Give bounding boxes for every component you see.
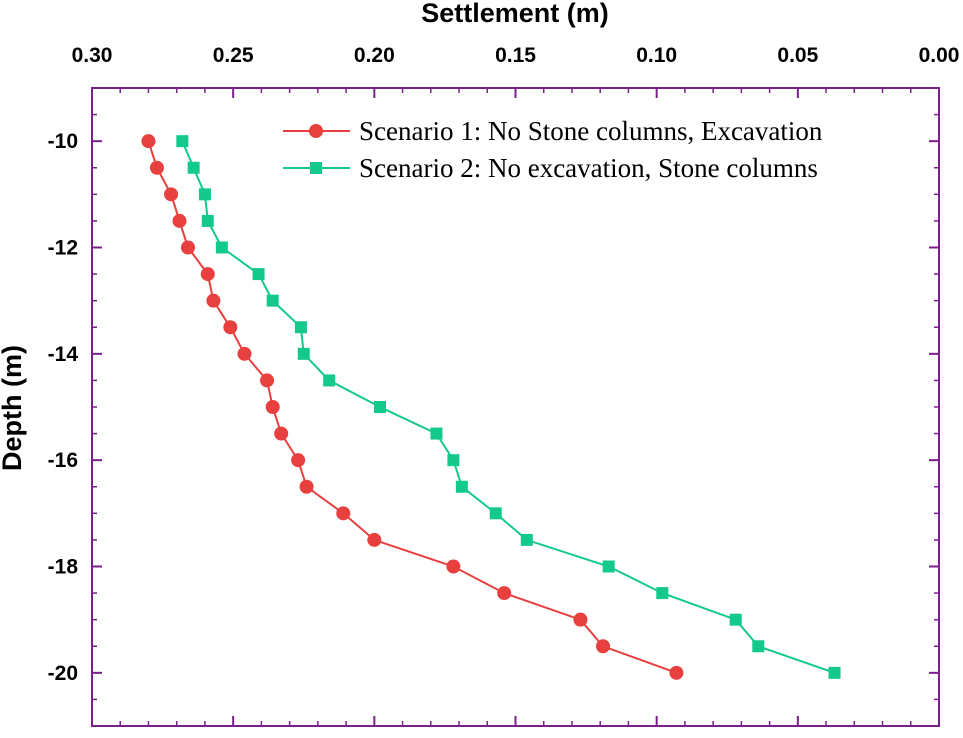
y-tick-label: -18 <box>48 556 79 579</box>
series-1-point <box>828 666 841 679</box>
series-2-point <box>274 426 289 441</box>
series-1-point <box>252 268 265 281</box>
series-2-point <box>367 532 382 547</box>
legend-square-marker <box>310 162 322 174</box>
series-2-point <box>573 612 588 627</box>
plot-frame <box>91 87 940 727</box>
series-1-point <box>215 241 228 254</box>
series-2-point <box>260 373 275 388</box>
legend-label: Scenario 1: No Stone columns, Excavation <box>359 116 823 146</box>
series-1-point <box>294 321 307 334</box>
x-axis-title: Settlement (m) <box>421 0 609 28</box>
series-1-point <box>323 374 336 387</box>
series-1-point <box>729 613 742 626</box>
data-series <box>141 134 841 680</box>
y-tick-label: -16 <box>48 449 78 472</box>
series-1-point <box>187 161 200 174</box>
series-1-point <box>447 454 460 467</box>
x-tick-label: 0.30 <box>72 44 113 67</box>
series-1-point <box>430 427 443 440</box>
series-2-point <box>149 160 164 175</box>
axis-ticks <box>91 88 940 726</box>
x-tick-labels: 0.30 0.25 0.20 0.15 0.10 0.05 0.00 <box>72 44 960 67</box>
series-2-point <box>164 187 179 202</box>
y-tick-label: -14 <box>48 343 79 366</box>
series-2-point <box>200 267 215 282</box>
series-1-point <box>602 560 615 573</box>
series-2-point <box>336 506 351 521</box>
series-2-point <box>206 293 221 308</box>
legend-label: Scenario 2: No excavation, Stone columns <box>359 153 818 183</box>
x-tick-label: 0.20 <box>354 44 395 67</box>
series-2-point <box>497 586 512 601</box>
y-tick-labels: -10 -12 -14 -16 -18 -20 <box>48 130 79 685</box>
series-2-point <box>446 559 461 574</box>
series-1-point <box>176 135 189 148</box>
series-2-point <box>596 639 611 654</box>
series-1-point <box>297 347 310 360</box>
x-tick-label: 0.15 <box>495 44 536 67</box>
series-2-point <box>141 134 156 149</box>
y-tick-label: -12 <box>48 237 78 260</box>
series-1-point <box>656 587 669 600</box>
x-tick-label: 0.05 <box>777 44 818 67</box>
series-1-point <box>373 401 386 413</box>
y-tick-label: -10 <box>48 130 78 153</box>
series-2-point <box>172 213 187 228</box>
series-1-point <box>752 640 765 653</box>
series-2-point <box>237 346 252 361</box>
series-2-point <box>669 665 684 680</box>
series-2-point <box>180 240 195 255</box>
series-1-point <box>201 214 214 227</box>
x-tick-label: 0.00 <box>919 44 960 67</box>
series-1-point <box>455 480 468 493</box>
series-2-line <box>147 140 677 674</box>
series-1-point <box>198 188 211 201</box>
series-1-point <box>520 533 533 546</box>
x-tick-label: 0.25 <box>213 44 254 67</box>
series-2-point <box>291 453 306 468</box>
legend: Scenario 1: No Stone columns, Excavation… <box>283 116 823 183</box>
series-2-point <box>223 320 238 335</box>
series-2-point <box>299 479 314 494</box>
y-axis-title: Depth (m) <box>0 345 27 471</box>
series-1-point <box>266 294 279 307</box>
y-tick-label: -20 <box>48 662 78 685</box>
legend-circle-marker <box>309 124 323 138</box>
series-2-point <box>265 400 280 414</box>
x-tick-label: 0.10 <box>636 44 677 67</box>
series-1-point <box>489 507 502 520</box>
